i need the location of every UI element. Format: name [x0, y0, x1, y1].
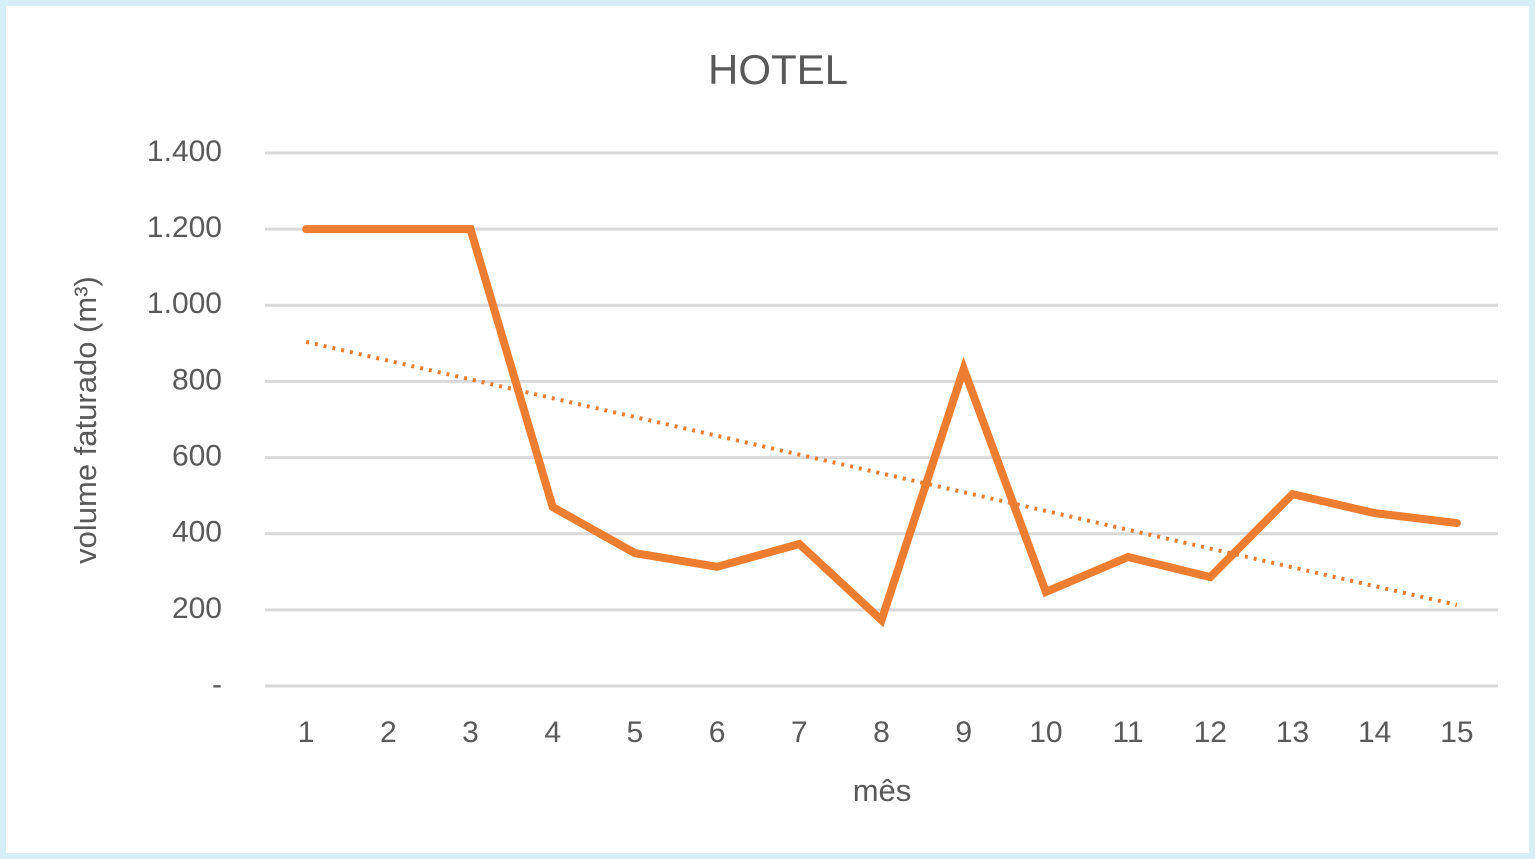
x-tick-label: 8 — [873, 716, 890, 749]
y-tick-label: 1.200 — [147, 211, 222, 244]
y-tick-label: 1.400 — [147, 135, 222, 168]
y-tick-label: - — [212, 668, 222, 701]
chart-title: HOTEL — [708, 46, 848, 93]
x-tick-label: 12 — [1194, 716, 1227, 749]
y-tick-label: 400 — [172, 516, 222, 549]
x-tick-label: 5 — [627, 716, 644, 749]
x-tick-label: 2 — [380, 716, 397, 749]
x-tick-label: 9 — [955, 716, 972, 749]
y-tick-label: 1.000 — [147, 287, 222, 320]
x-tick-label: 10 — [1029, 716, 1062, 749]
x-tick-label: 4 — [544, 716, 561, 749]
y-tick-label: 200 — [172, 592, 222, 625]
x-tick-label: 13 — [1276, 716, 1309, 749]
x-tick-label: 3 — [462, 716, 479, 749]
x-tick-label: 15 — [1440, 716, 1473, 749]
x-axis-label: mês — [853, 773, 912, 808]
x-tick-label: 1 — [298, 716, 315, 749]
x-tick-label: 6 — [709, 716, 726, 749]
y-tick-label: 800 — [172, 363, 222, 396]
y-tick-label: 600 — [172, 439, 222, 472]
y-axis-label: volume faturado (m³) — [68, 276, 103, 564]
x-tick-label: 14 — [1358, 716, 1391, 749]
data-line — [302, 225, 1461, 628]
x-tick-label: 7 — [791, 716, 808, 749]
trend-line — [305, 339, 1458, 607]
x-tick-label: 11 — [1113, 716, 1144, 749]
